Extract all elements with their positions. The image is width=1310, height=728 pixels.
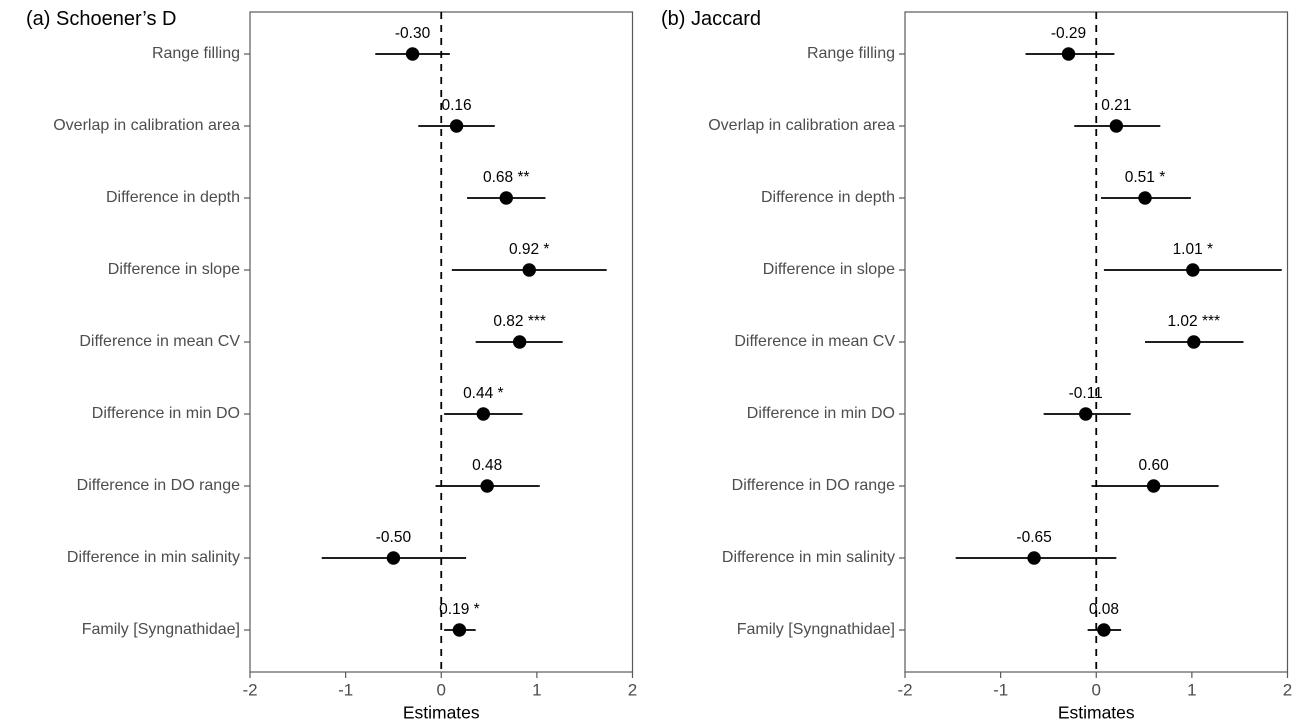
panel-a-plot: -2 -1 0 1 2 Estimates Range filling -0.30 Overla… <box>53 11 637 723</box>
x-tick-label: 2 <box>1283 680 1292 699</box>
category-label: Difference in depth <box>761 189 895 206</box>
estimate-label: -0.30 <box>395 25 431 42</box>
estimate-label: -0.50 <box>376 529 412 546</box>
panel-a-title: (a) Schoener’s D <box>26 8 177 30</box>
panel-b-plot: -2 -1 0 1 2 Estimates Range filling -0.29 Overla… <box>708 11 1292 723</box>
estimate-label: -0.65 <box>1016 529 1051 546</box>
estimate-label: 0.44 * <box>463 385 504 402</box>
estimate-label: 0.19 * <box>439 601 480 618</box>
category-label: Difference in DO range <box>732 477 895 494</box>
panel-jaccard: (b) Jaccard -2 -1 0 1 2 Estimates Range fillin… <box>655 0 1310 728</box>
estimate-point <box>1097 623 1111 637</box>
x-axis-title: Estimates <box>1058 703 1135 723</box>
x-tick-label: 1 <box>1187 680 1196 699</box>
estimate-point <box>1146 479 1161 493</box>
estimate-point <box>1187 335 1201 349</box>
estimate-point <box>405 47 420 61</box>
category-label: Family [Syngnathidae] <box>737 621 895 638</box>
category-label: Difference in depth <box>106 189 240 206</box>
category-label: Difference in slope <box>108 261 240 278</box>
estimate-point <box>480 479 494 493</box>
estimate-point <box>1027 551 1041 565</box>
category-label: Range filling <box>152 45 240 62</box>
estimate-label: 0.60 <box>1139 457 1170 474</box>
estimate-label: 0.82 *** <box>493 313 546 330</box>
category-label: Difference in min salinity <box>722 549 895 566</box>
estimate-label: 0.16 <box>441 97 471 114</box>
estimate-label: 0.48 <box>472 457 502 474</box>
category-label: Difference in min salinity <box>67 549 240 566</box>
category-label: Difference in mean CV <box>79 333 240 350</box>
panel-schoeners-d: (a) Schoener’s D -2 -1 0 1 2 Estimates Range f… <box>26 8 637 723</box>
estimate-point <box>386 551 401 565</box>
estimate-point <box>512 335 527 349</box>
estimate-point <box>1061 47 1076 61</box>
x-axis-title: Estimates <box>403 703 480 723</box>
estimate-point <box>1138 191 1152 205</box>
estimate-label: 0.92 * <box>509 241 550 258</box>
x-tick-label: 1 <box>532 680 541 699</box>
estimate-point <box>449 119 464 133</box>
category-label: Difference in slope <box>763 261 895 278</box>
estimate-label: -0.11 <box>1069 385 1103 402</box>
category-label: Family [Syngnathidae] <box>82 621 240 638</box>
estimate-label: 0.51 * <box>1125 169 1166 186</box>
estimate-point <box>1079 407 1093 421</box>
estimate-label: 0.08 <box>1089 601 1119 618</box>
x-tick-label: -2 <box>897 680 912 699</box>
x-tick-label: -2 <box>242 680 257 699</box>
estimate-point <box>499 191 513 205</box>
estimate-point <box>522 263 536 277</box>
estimate-label: 0.21 <box>1101 97 1131 114</box>
category-label: Difference in min DO <box>747 405 895 422</box>
estimate-label: 1.01 * <box>1173 241 1214 258</box>
x-tick-label: -1 <box>993 680 1008 699</box>
estimate-point <box>1186 263 1200 277</box>
estimate-label: 1.02 *** <box>1167 313 1220 330</box>
estimate-point <box>1109 119 1124 133</box>
panel-b-title: (b) Jaccard <box>661 8 762 30</box>
estimate-point <box>452 623 467 637</box>
category-label: Overlap in calibration area <box>708 117 895 134</box>
x-tick-label: 0 <box>437 680 446 699</box>
x-tick-label: 0 <box>1092 680 1101 699</box>
category-label: Difference in DO range <box>77 477 240 494</box>
estimate-label: 0.68 ** <box>483 169 530 186</box>
estimate-label: -0.29 <box>1051 25 1086 42</box>
x-tick-label: 2 <box>628 680 637 699</box>
category-label: Overlap in calibration area <box>53 117 240 134</box>
estimate-point <box>476 407 491 421</box>
x-tick-label: -1 <box>338 680 353 699</box>
category-label: Difference in min DO <box>92 405 240 422</box>
category-label: Difference in mean CV <box>734 333 895 350</box>
category-label: Range filling <box>807 45 895 62</box>
